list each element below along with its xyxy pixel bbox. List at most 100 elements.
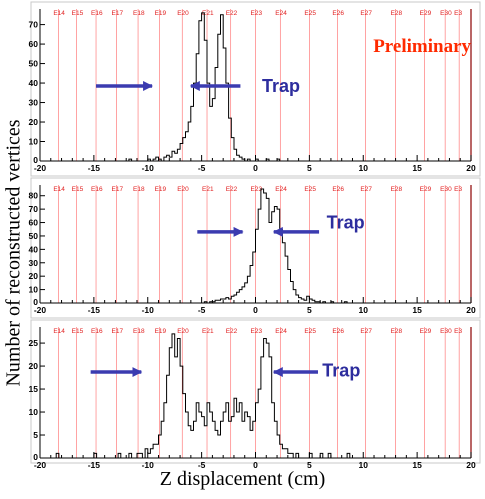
x-tick-label: 15 xyxy=(412,460,422,470)
marker-label: E27 xyxy=(360,328,372,335)
marker-label: E30 xyxy=(440,186,452,193)
marker-label: E15 xyxy=(72,186,84,193)
marker-label: E23 xyxy=(251,186,263,193)
marker-label: E26 xyxy=(332,328,344,335)
x-tick-label: -15 xyxy=(88,305,101,315)
y-tick-label: 50 xyxy=(29,59,39,69)
y-tick-label: 20 xyxy=(29,361,39,371)
marker-label: E25 xyxy=(304,186,316,193)
marker-label: E28 xyxy=(391,186,403,193)
x-tick-label: -20 xyxy=(34,163,47,173)
marker-label: E29 xyxy=(420,186,432,193)
marker-label: E17 xyxy=(112,328,124,335)
marker-label: E28 xyxy=(391,328,403,335)
x-tick-label: 0 xyxy=(253,460,258,470)
y-tick-label: 20 xyxy=(29,117,39,127)
marker-label: E15 xyxy=(72,10,84,17)
marker-label: E27 xyxy=(360,186,372,193)
y-tick-label: 10 xyxy=(29,285,39,295)
marker-label: E23 xyxy=(251,10,263,17)
marker-label: E16 xyxy=(91,328,103,335)
histogram-panel-1: E14 E15 E16 E17 E18 E19 E20 E21 E22 E23 E24 E25 E26 E… xyxy=(29,1,481,177)
marker-label: E3 xyxy=(454,186,462,193)
y-tick-label-zero: 0 xyxy=(33,297,38,307)
marker-label: E24 xyxy=(275,328,287,335)
marker-label: E19 xyxy=(155,328,167,335)
x-tick-label: 15 xyxy=(412,305,422,315)
marker-label: E22 xyxy=(226,328,238,335)
histogram-panel-2: E14 E15 E16 E17 E18 E19 E20 E21 E22 E23 E24 E25 E26 E… xyxy=(29,177,481,319)
marker-label: E19 xyxy=(155,186,167,193)
marker-label: E24 xyxy=(275,10,287,17)
marker-label: E17 xyxy=(112,10,124,17)
y-tick-label: 60 xyxy=(29,39,39,49)
x-tick-label: 10 xyxy=(359,460,369,470)
marker-label: E18 xyxy=(133,328,145,335)
preliminary-label: Preliminary xyxy=(373,36,471,57)
y-tick-label: 70 xyxy=(29,20,39,30)
marker-label: E16 xyxy=(91,186,103,193)
marker-label: E17 xyxy=(112,186,124,193)
marker-label: E22 xyxy=(226,186,238,193)
marker-label: E29 xyxy=(420,328,432,335)
marker-label: E30 xyxy=(440,10,452,17)
marker-label: E20 xyxy=(177,186,189,193)
y-tick-label-zero: 0 xyxy=(33,155,38,165)
marker-label: E20 xyxy=(177,10,189,17)
marker-label: E25 xyxy=(304,10,316,17)
marker-label: E21 xyxy=(202,328,214,335)
x-tick-label: 10 xyxy=(359,305,369,315)
marker-label: E20 xyxy=(177,328,189,335)
y-tick-label: 25 xyxy=(29,338,39,348)
marker-label: E27 xyxy=(360,10,372,17)
x-tick-label: 15 xyxy=(412,163,422,173)
marker-label: E18 xyxy=(133,186,145,193)
y-tick-label: 30 xyxy=(29,98,39,108)
x-tick-label: -20 xyxy=(34,460,47,470)
y-tick-label: 40 xyxy=(29,244,39,254)
y-tick-label: 5 xyxy=(33,430,38,440)
x-tick-label: 5 xyxy=(307,163,312,173)
marker-label: E21 xyxy=(202,186,214,193)
x-tick-label: -15 xyxy=(88,163,101,173)
x-tick-label: 20 xyxy=(466,460,476,470)
y-tick-label: 60 xyxy=(29,218,39,228)
trap-label: Trap xyxy=(327,213,365,233)
histogram-line xyxy=(55,333,351,459)
x-tick-label: -10 xyxy=(142,305,155,315)
marker-label: E28 xyxy=(391,10,403,17)
marker-label: E18 xyxy=(133,10,145,17)
x-tick-label: 20 xyxy=(466,163,476,173)
x-axis-title: Z displacement (cm) xyxy=(159,468,326,490)
x-tick-label: -10 xyxy=(142,163,155,173)
marker-label: E19 xyxy=(155,10,167,17)
marker-label: E29 xyxy=(420,10,432,17)
y-tick-label-zero: 0 xyxy=(33,452,38,462)
y-tick-label: 70 xyxy=(29,204,39,214)
trap-label: Trap xyxy=(322,361,360,381)
marker-label: E14 xyxy=(53,10,65,17)
y-tick-label: 15 xyxy=(29,384,39,394)
marker-label: E14 xyxy=(53,328,65,335)
x-tick-label: 10 xyxy=(359,163,369,173)
marker-label: E24 xyxy=(275,186,287,193)
marker-label: E3 xyxy=(454,10,462,17)
histogram-line xyxy=(201,188,348,304)
marker-label: E16 xyxy=(91,10,103,17)
y-tick-label: 20 xyxy=(29,271,39,281)
marker-label: E26 xyxy=(332,10,344,17)
x-tick-label: 5 xyxy=(307,460,312,470)
histogram-panel-3: E14 E15 E16 E17 E18 E19 E20 E21 E22 E23 E24 E25 E26 E… xyxy=(29,319,481,470)
marker-label: E14 xyxy=(53,186,65,193)
x-tick-label: -20 xyxy=(34,305,47,315)
x-tick-label: 0 xyxy=(253,163,258,173)
x-tick-label: -5 xyxy=(198,163,206,173)
y-tick-label: 30 xyxy=(29,258,39,268)
x-tick-label: 0 xyxy=(253,305,258,315)
trap-label: Trap xyxy=(262,76,300,96)
marker-label: E3 xyxy=(454,328,462,335)
marker-label: E15 xyxy=(72,328,84,335)
x-tick-label: -15 xyxy=(88,460,101,470)
y-tick-label: 10 xyxy=(29,407,39,417)
